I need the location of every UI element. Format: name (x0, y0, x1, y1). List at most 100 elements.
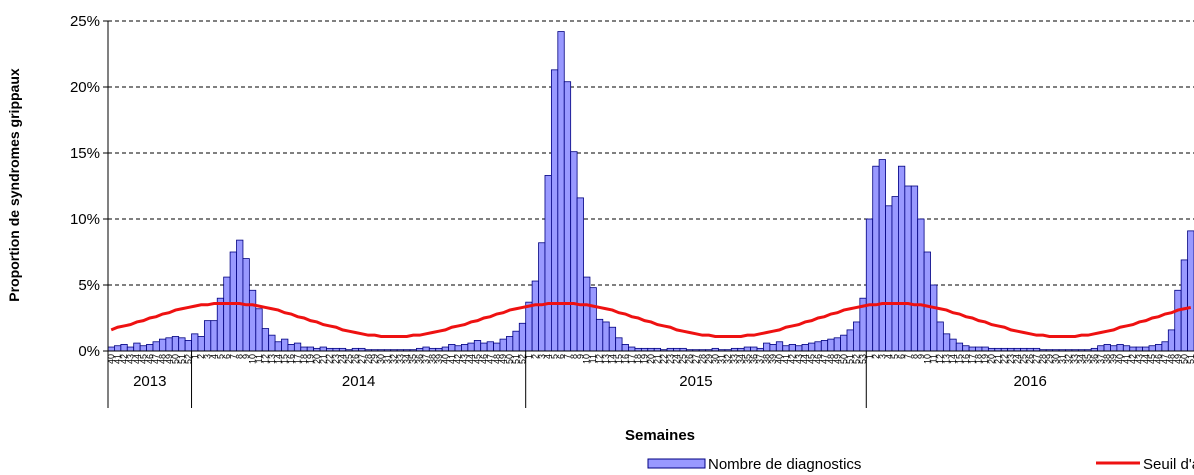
x-tick-label: 42 (1128, 354, 1138, 364)
bar (300, 346, 308, 352)
x-tick-label: 40 (440, 354, 450, 364)
bar (473, 340, 482, 352)
x-tick-label: 24 (1012, 354, 1022, 364)
x-tick-label: 39 (434, 354, 444, 364)
x-tick-label: 25 (344, 354, 354, 364)
x-tick-label: 31 (383, 354, 393, 364)
x-tick-label: 43 (460, 354, 470, 364)
year-label: 2016 (1013, 373, 1046, 390)
bar (480, 342, 488, 352)
x-tick-label: 26 (685, 354, 695, 364)
bar (306, 346, 315, 352)
bar (210, 320, 218, 352)
x-tick-label: 36 (749, 354, 759, 364)
bar (910, 185, 919, 352)
bar (203, 320, 212, 352)
x-tick-label: 27 (1032, 354, 1042, 364)
bar (525, 301, 533, 352)
x-tick-label: 13 (267, 354, 277, 364)
x-tick-label: 48 (158, 354, 168, 364)
x-tick-label: 23 (665, 354, 675, 364)
x-tick-label: 22 (659, 354, 669, 364)
bar (628, 346, 636, 352)
legend-swatch (647, 458, 706, 469)
y-tick-label: 5% (78, 277, 100, 294)
x-tick-label: 41 (447, 354, 457, 364)
x-tick-label: 48 (1167, 354, 1177, 364)
bar (107, 346, 115, 352)
bar (255, 308, 263, 352)
x-tick-label: 50 (505, 354, 515, 364)
bar (763, 342, 771, 352)
y-tick-label: 10% (70, 211, 100, 228)
x-tick-label: 12 (595, 354, 605, 364)
x-tick-label: 52 (852, 354, 862, 364)
x-tick-label: 4 (209, 354, 219, 359)
x-tick-label: 21 (318, 354, 328, 364)
x-tick-label: 33 (1070, 354, 1080, 364)
bar (563, 81, 572, 352)
x-tick-label: 33 (730, 354, 740, 364)
x-tick-label: 45 (807, 354, 817, 364)
bar (801, 343, 809, 352)
x-tick-label: 37 (421, 354, 431, 364)
bar (550, 69, 559, 352)
bar (955, 342, 964, 352)
bar (139, 345, 147, 352)
bar (126, 346, 135, 352)
x-tick-label: 25 (678, 354, 688, 364)
x-tick-label: 9 (241, 354, 251, 359)
bar (506, 336, 514, 352)
x-tick-label: 52 (517, 354, 527, 364)
bar (975, 346, 983, 352)
bar (287, 343, 295, 352)
x-tick-label: 43 (794, 354, 804, 364)
x-tick-label: 36 (1089, 354, 1099, 364)
bar (904, 185, 912, 352)
x-tick-label: 30 (376, 354, 386, 364)
bar (1180, 259, 1188, 352)
bar (518, 322, 527, 352)
x-tick-label: 19 (640, 354, 650, 364)
x-tick-label: 18 (633, 354, 643, 364)
x-tick-label: 34 (1077, 354, 1087, 364)
bar (808, 342, 816, 352)
x-tick-label: 29 (704, 354, 714, 364)
x-tick-label: 24 (338, 354, 348, 364)
x-tick-label: 32 (389, 354, 399, 364)
x-tick-label: 12 (260, 354, 270, 364)
x-tick-label: 43 (125, 354, 135, 364)
x-tick-label: 17 (293, 354, 303, 364)
x-tick-label: 18 (974, 354, 984, 364)
x-tick-label: 40 (1115, 354, 1125, 364)
x-tick-label: 6 (897, 354, 907, 359)
bar (274, 341, 282, 352)
bar (891, 196, 899, 352)
x-tick-label: 28 (1038, 354, 1048, 364)
x-tick-label: 9 (916, 354, 926, 359)
x-tick-label: 22 (999, 354, 1009, 364)
x-tick-label: 43 (1134, 354, 1144, 364)
bar (191, 333, 199, 352)
x-tick-label: 5 (215, 354, 225, 359)
bar (178, 337, 186, 352)
x-tick-label: 49 (1173, 354, 1183, 364)
bar (133, 342, 141, 352)
x-tick-label: 45 (472, 354, 482, 364)
bar (872, 165, 880, 352)
x-tick-label: 11 (588, 354, 598, 363)
x-tick-label: 53 (858, 354, 868, 364)
x-tick-label: 34 (736, 354, 746, 364)
x-tick-label: 7 (228, 354, 238, 359)
x-tick-label: 37 (1096, 354, 1106, 364)
bar (261, 328, 270, 352)
x-tick-label: 32 (1064, 354, 1074, 364)
bar (917, 218, 925, 352)
x-tick-label: 14 (273, 354, 283, 364)
x-tick-label: 10 (582, 354, 592, 364)
x-tick-label: 27 (691, 354, 701, 364)
x-tick-label: 23 (331, 354, 341, 364)
x-tick-label: 41 (113, 354, 123, 364)
x-tick-label: 16 (961, 354, 971, 364)
